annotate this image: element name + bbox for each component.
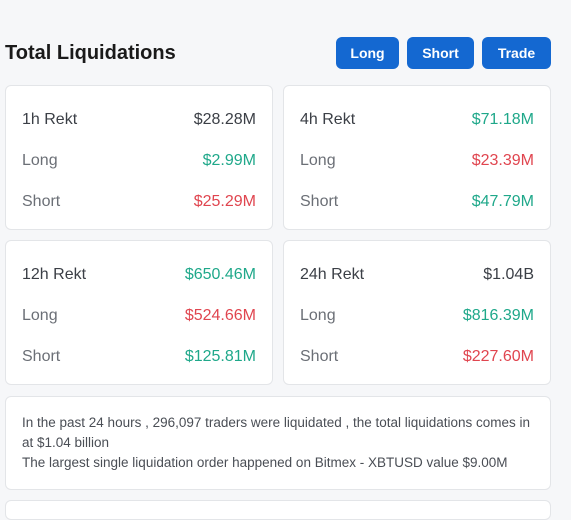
header: Total Liquidations Long Short Trade (0, 0, 571, 100)
card-row-long: Long $23.39M (300, 150, 534, 172)
total-value: $1.04B (483, 266, 534, 283)
short-label: Short (300, 193, 339, 210)
total-value: $71.18M (471, 111, 534, 128)
total-value: $650.46M (184, 266, 256, 283)
liquidation-card-1h: 1h Rekt $28.28M Long $2.99M Short $25.29… (5, 85, 273, 230)
short-button[interactable]: Short (407, 37, 474, 69)
card-title: 24h Rekt (300, 266, 365, 283)
card-row-total: 1h Rekt $28.28M (22, 109, 256, 131)
liquidation-summary: In the past 24 hours , 296,097 traders w… (5, 396, 551, 490)
long-value: $816.39M (462, 307, 534, 324)
page-title: Total Liquidations (5, 42, 176, 64)
next-card-partial (5, 500, 551, 520)
liquidation-card-24h: 24h Rekt $1.04B Long $816.39M Short $227… (283, 240, 551, 385)
card-title: 1h Rekt (22, 111, 78, 128)
short-value: $227.60M (462, 348, 534, 365)
card-title: 4h Rekt (300, 111, 356, 128)
summary-line-largest-order: The largest single liquidation order hap… (22, 455, 508, 470)
short-value: $25.29M (193, 193, 256, 210)
liquidation-card-12h: 12h Rekt $650.46M Long $524.66M Short $1… (5, 240, 273, 385)
long-label: Long (22, 152, 58, 169)
card-row-long: Long $524.66M (22, 305, 256, 327)
summary-line-total: In the past 24 hours , 296,097 traders w… (22, 415, 531, 450)
short-label: Short (22, 193, 61, 210)
short-label: Short (22, 348, 61, 365)
card-row-short: Short $25.29M (22, 191, 256, 213)
total-value: $28.28M (193, 111, 256, 128)
trade-button[interactable]: Trade (482, 37, 551, 69)
long-value: $2.99M (202, 152, 256, 169)
card-row-total: 4h Rekt $71.18M (300, 109, 534, 131)
long-value: $23.39M (471, 152, 534, 169)
short-value: $125.81M (184, 348, 256, 365)
short-value: $47.79M (471, 193, 534, 210)
long-value: $524.66M (184, 307, 256, 324)
card-row-short: Short $125.81M (22, 346, 256, 368)
short-label: Short (300, 348, 339, 365)
card-row-short: Short $47.79M (300, 191, 534, 213)
card-row-total: 24h Rekt $1.04B (300, 264, 534, 286)
liquidation-card-4h: 4h Rekt $71.18M Long $23.39M Short $47.7… (283, 85, 551, 230)
card-row-total: 12h Rekt $650.46M (22, 264, 256, 286)
long-label: Long (300, 152, 336, 169)
card-title: 12h Rekt (22, 266, 87, 283)
long-label: Long (300, 307, 336, 324)
card-row-short: Short $227.60M (300, 346, 534, 368)
card-row-long: Long $2.99M (22, 150, 256, 172)
card-row-long: Long $816.39M (300, 305, 534, 327)
long-button[interactable]: Long (336, 37, 399, 69)
long-label: Long (22, 307, 58, 324)
